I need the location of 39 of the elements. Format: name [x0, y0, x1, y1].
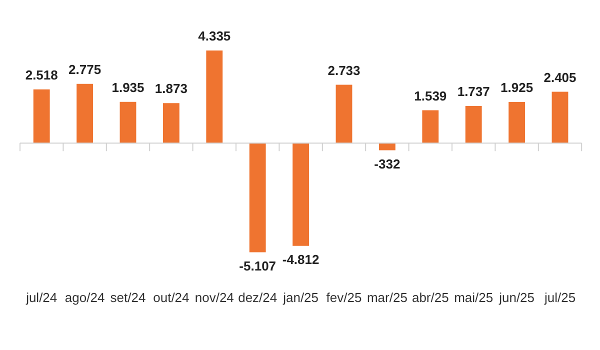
data-label: 1.935	[112, 80, 144, 95]
data-label: 1.873	[154, 81, 188, 96]
data-label: 2.405	[544, 70, 576, 85]
bar	[336, 84, 352, 144]
bar	[206, 50, 223, 144]
bar	[552, 92, 568, 144]
x-tick-label: jul/25	[543, 290, 576, 305]
x-tick-label: fev/25	[326, 290, 362, 305]
x-tick-label: mar/25	[366, 290, 408, 305]
bar	[120, 102, 136, 144]
data-label: 2.518	[25, 67, 58, 82]
data-label: 4.335	[198, 28, 231, 44]
data-label: -5.107	[239, 258, 276, 274]
x-tick-label: jan/25	[282, 290, 319, 305]
data-label: 2.733	[328, 62, 360, 78]
x-tick-label: mai/25	[454, 290, 494, 305]
x-tick-label: abr/25	[412, 290, 449, 305]
x-tick-label: ago/24	[64, 290, 105, 305]
x-tick-label: jun/25	[498, 290, 535, 305]
data-label: 2.775	[68, 62, 102, 77]
x-tick-label: dez/24	[238, 290, 278, 305]
bar	[508, 102, 526, 144]
x-tick-label: jul/24	[25, 290, 58, 305]
bar	[249, 143, 266, 252]
x-tick-label: nov/24	[194, 290, 234, 305]
bar	[422, 110, 439, 144]
data-label: 1.737	[457, 84, 490, 100]
bar	[292, 143, 310, 246]
data-label: -332	[374, 156, 400, 172]
bar	[465, 106, 482, 144]
data-label: 1.539	[414, 88, 447, 104]
data-label: -4.812	[282, 252, 320, 267]
x-tick-label: out/24	[153, 290, 190, 305]
bar	[33, 89, 50, 144]
x-tick-label: set/24	[110, 290, 146, 305]
bar	[378, 143, 396, 150]
bar	[76, 84, 94, 144]
data-label: 1.925	[500, 80, 534, 96]
bar	[162, 103, 180, 144]
